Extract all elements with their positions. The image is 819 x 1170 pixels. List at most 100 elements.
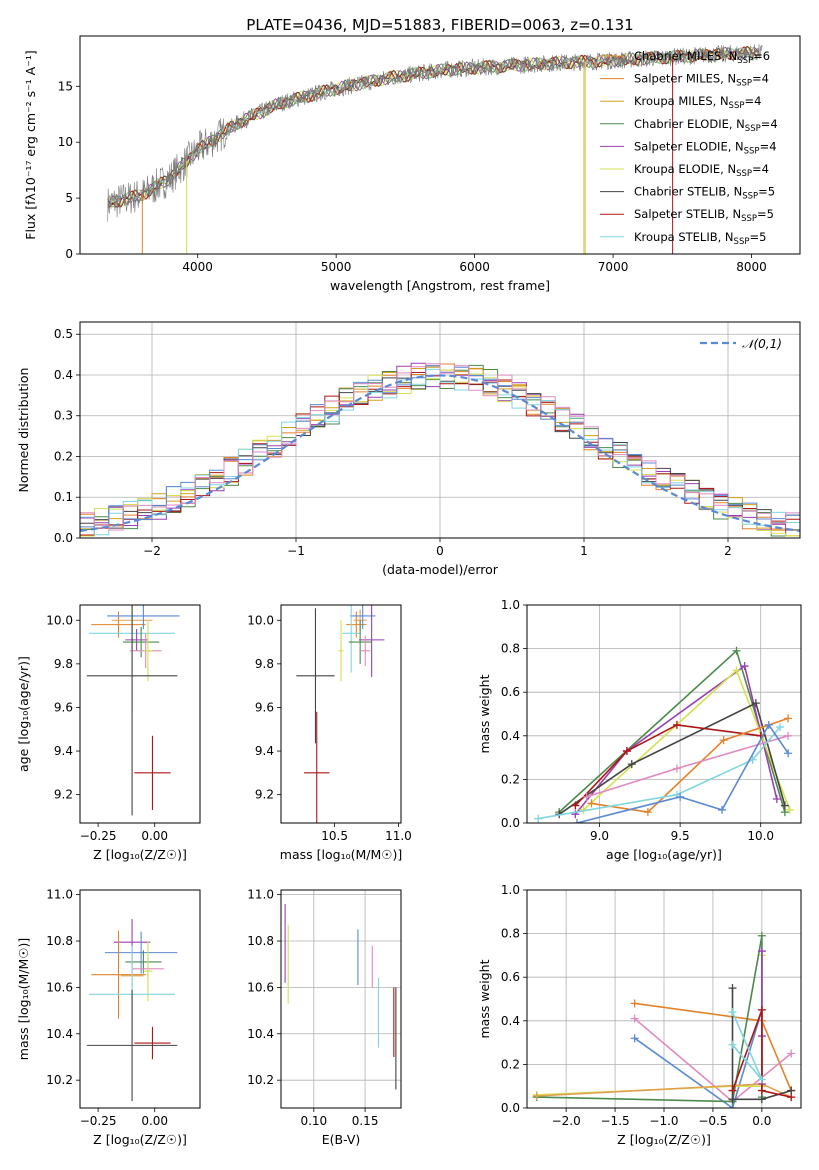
x-tick-label: −0.25	[80, 829, 117, 843]
weight-line	[558, 701, 786, 815]
y-tick-label: 10.8	[247, 934, 274, 948]
plot-area	[534, 646, 794, 823]
y-tick-label: 10.4	[46, 1027, 73, 1041]
plot-area	[86, 605, 180, 816]
weight-marker	[728, 1008, 737, 1017]
weight-marker	[627, 760, 636, 769]
x-tick-label: 6000	[459, 260, 490, 274]
x-axis-label: E(B-V)	[322, 1132, 361, 1147]
y-tick-label: 9.2	[54, 788, 73, 802]
y-axis-label: mass weight	[477, 674, 492, 753]
weight-marker	[757, 1095, 766, 1104]
weight-marker	[532, 1092, 541, 1101]
weight-line	[574, 664, 778, 815]
plot-area	[80, 362, 800, 537]
y-tick-label: 10.6	[46, 980, 73, 994]
y-tick-label: 0.3	[54, 409, 73, 423]
x-axis-label: Z [log₁₀(Z/Z☉)]	[93, 1132, 187, 1147]
x-tick-label: 0.10	[300, 1114, 327, 1128]
weight-marker	[757, 947, 766, 956]
axes-frame	[280, 889, 402, 1109]
y-tick-label: 9.8	[54, 657, 73, 671]
legend-label: Salpeter MILES, NSSP=4	[634, 72, 769, 89]
weight-line	[582, 669, 791, 811]
weight-marker	[785, 805, 794, 814]
weight-marker	[764, 720, 773, 729]
y-tick-label: 11.0	[247, 888, 274, 902]
axes-frame	[526, 889, 802, 1109]
x-tick-label: 10.0	[747, 829, 774, 843]
weight-marker	[582, 792, 591, 801]
x-tick-label: 7000	[598, 260, 629, 274]
y-tick-label: 0.8	[501, 642, 520, 656]
weight-marker	[718, 805, 727, 814]
weight-marker	[630, 999, 639, 1008]
y-tick-label: 0.0	[54, 531, 73, 545]
x-tick-label: 0	[436, 544, 444, 558]
weight-marker	[757, 931, 766, 940]
x-tick-label: 0.15	[352, 1114, 379, 1128]
panel-weight-vs-Z: −2.0 −1.5 −1.0 −0.5 0.0 0.0 0.2 0.4 0.6 0.8 1.0 Z […	[477, 883, 802, 1147]
x-axis-label: wavelength [Angstrom, rest frame]	[330, 278, 550, 293]
y-tick-label: 9.4	[255, 744, 274, 758]
x-axis-label: Z [log₁₀(Z/Z☉)]	[617, 1132, 711, 1147]
weight-marker	[772, 795, 781, 804]
y-axis-label: mass [log₁₀(M/M☉)]	[16, 938, 31, 1060]
axes-frame	[79, 604, 201, 824]
y-tick-label: 0.0	[501, 816, 520, 830]
normal-curve	[80, 374, 800, 532]
x-tick-label: 9.5	[671, 829, 690, 843]
y-axis-label: Normed distribution	[16, 368, 31, 493]
y-tick-label: 9.4	[54, 744, 73, 758]
weight-marker	[728, 984, 737, 993]
y-tick-label: 0.5	[54, 327, 73, 341]
x-tick-label: 0.00	[141, 829, 168, 843]
weight-marker	[780, 801, 789, 810]
weight-marker	[757, 1075, 766, 1084]
weight-marker	[676, 792, 685, 801]
x-tick-label: 11.0	[385, 829, 412, 843]
y-tick-label: 0.2	[501, 772, 520, 786]
weight-marker	[672, 720, 681, 729]
panel-weight-vs-age: 9.0 9.5 10.0 0.0 0.2 0.4 0.6 0.8 1.0 age [log₁₀(a…	[477, 598, 802, 862]
weight-marker	[776, 723, 785, 732]
legend-label: 𝒩(0,1)	[742, 337, 782, 351]
weight-marker	[571, 801, 580, 810]
x-tick-label: 0.00	[141, 1114, 168, 1128]
y-tick-label: 0.4	[501, 1014, 520, 1028]
weight-line	[731, 1009, 792, 1098]
y-tick-label: 15	[58, 79, 73, 93]
weight-marker	[784, 749, 793, 758]
weight-line	[538, 726, 781, 820]
panel-residuals: −2 −1 0 1 2 0.0 0.1 0.2 0.3 0.4 0.5 (data-model)/er…	[16, 321, 801, 577]
axes-frame	[79, 35, 801, 255]
x-axis-label: Z [log₁₀(Z/Z☉)]	[93, 847, 187, 862]
weight-marker	[534, 814, 543, 823]
figure-title: PLATE=0436, MJD=51883, FIBERID=0063, z=0…	[246, 16, 633, 34]
x-tick-label: 8000	[736, 260, 767, 274]
weight-line	[591, 717, 789, 813]
y-tick-label: 10	[58, 135, 73, 149]
plot-area	[284, 903, 397, 1090]
weight-marker	[630, 1034, 639, 1043]
spectrum-data-line	[107, 44, 763, 222]
x-tick-label: −2.0	[552, 1114, 581, 1128]
y-axis-label: age [log₁₀(age/yr)]	[16, 656, 31, 772]
weight-marker	[728, 1040, 737, 1049]
x-tick-label: 2	[724, 544, 732, 558]
x-tick-label: 5000	[321, 260, 352, 274]
weight-marker	[784, 731, 793, 740]
y-tick-label: 0.4	[54, 368, 73, 382]
legend-label: Chabrier STELIB, NSSP=5	[634, 185, 775, 202]
x-tick-label: −2	[143, 544, 161, 558]
y-tick-label: 9.6	[255, 700, 274, 714]
weight-line	[634, 1009, 763, 1108]
x-tick-label: 4000	[182, 260, 213, 274]
y-tick-label: 9.8	[255, 657, 274, 671]
panel-spectrum: 4000 5000 6000 7000 8000 0 5 10 15 wavelength [An…	[23, 35, 801, 293]
x-tick-label: −0.5	[698, 1114, 727, 1128]
weight-marker	[787, 1093, 796, 1102]
x-tick-label: 9.0	[590, 829, 609, 843]
x-axis-label: mass [log₁₀(M/M☉)]	[280, 847, 402, 862]
